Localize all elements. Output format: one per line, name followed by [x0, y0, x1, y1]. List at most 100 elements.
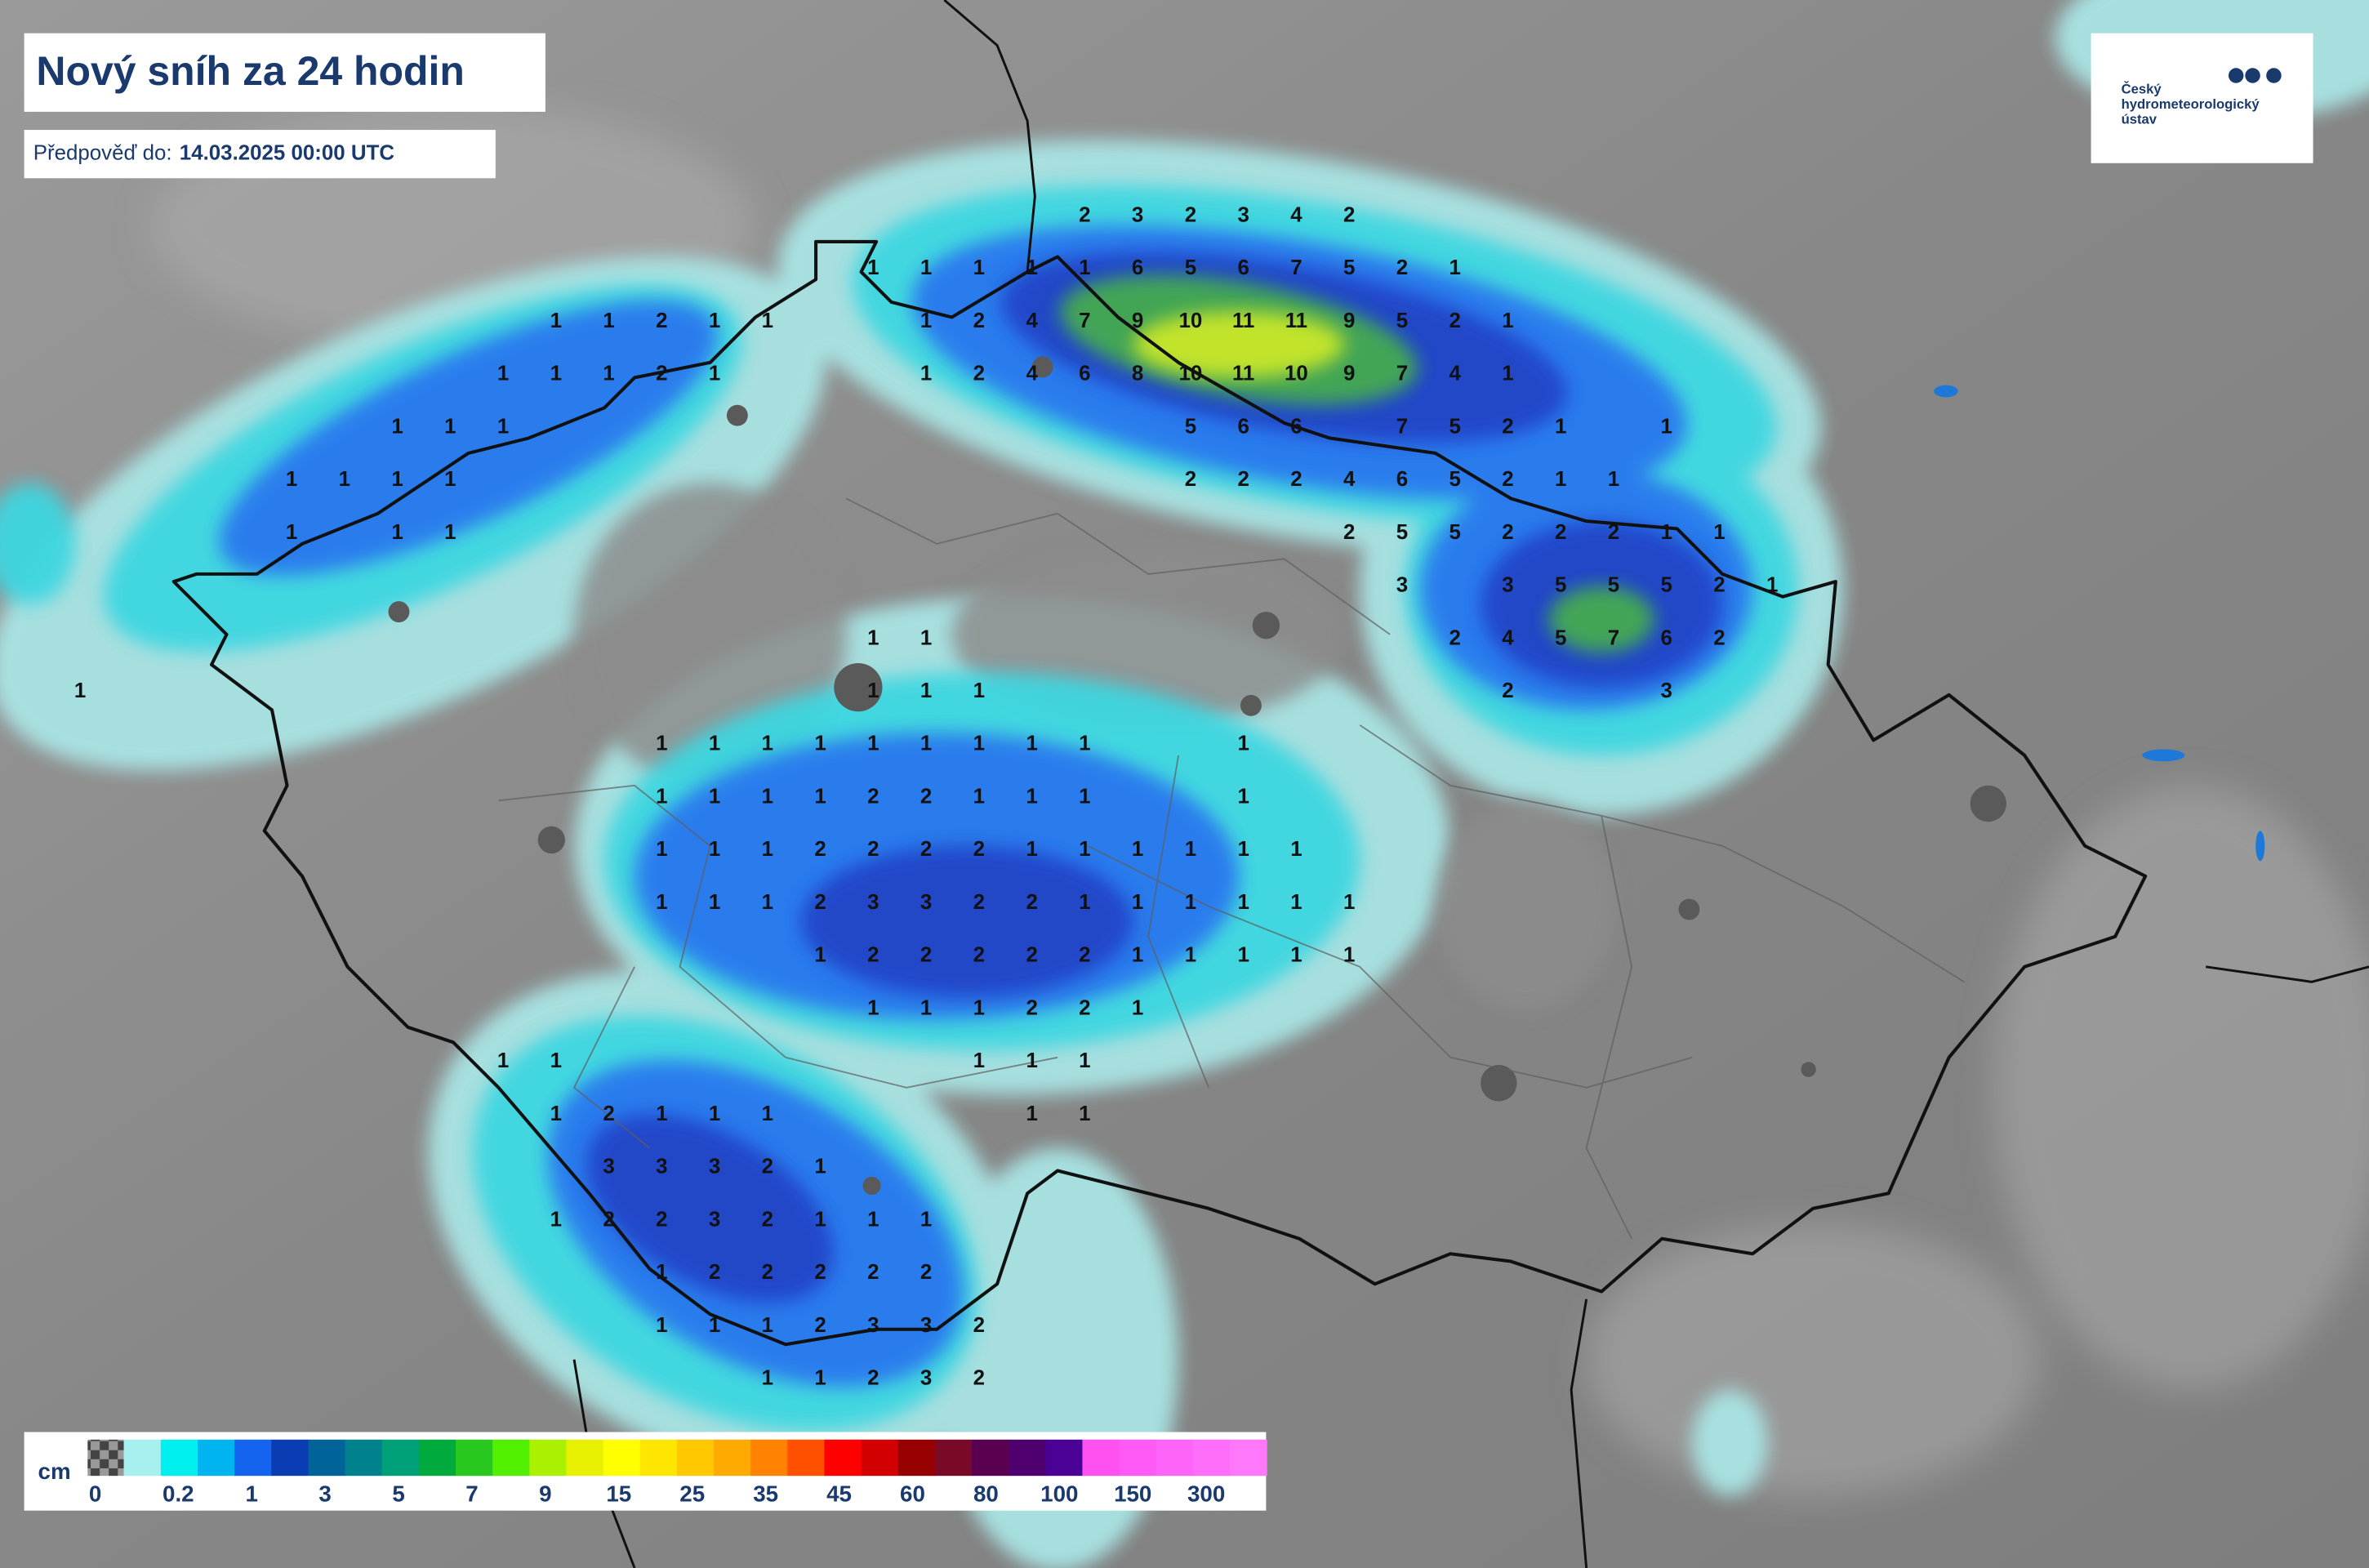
legend-label: 45: [826, 1481, 852, 1507]
country-border: [171, 239, 2148, 1347]
snow-amount: 1: [497, 415, 509, 438]
snow-amount: 1: [391, 415, 403, 438]
terrain-shading: [151, 105, 2369, 1496]
snow-amount: 1: [550, 1102, 562, 1125]
snow-amount-labels: 2 3 2 3 4 21 1 1 1 1 6 5 6 7 5 2 11 1 2 1 1 1 2 4 7 9 10 11 11 9 5 2 11 1…: [74, 203, 1779, 1389]
snow-amount: 2: [867, 785, 879, 808]
snow-amount: 2: [1449, 626, 1460, 649]
snow-amount: 4: [1026, 363, 1038, 385]
snow-amount: 2: [973, 891, 985, 914]
snow-amount: 3: [1396, 574, 1408, 597]
logo-line: Český: [2122, 82, 2162, 97]
legend-zero-swatch: [87, 1439, 124, 1477]
forecast-label: Předpověď do:: [33, 142, 172, 165]
snow-amount: 2: [1079, 996, 1090, 1019]
legend-unit: cm: [38, 1459, 71, 1484]
snow-amount: 1: [1502, 363, 1513, 385]
snow-amount: 1: [1079, 733, 1090, 755]
snow-amount: 1: [656, 1102, 667, 1125]
snow-amount: 1: [444, 468, 456, 491]
snow-amount: 3: [920, 1314, 932, 1337]
snow-amount: 1: [1660, 521, 1672, 544]
snow-amount: 1: [762, 310, 773, 332]
snow-amount: 1: [1237, 785, 1249, 808]
snow-amount: 2: [973, 1314, 985, 1337]
snow-amount: 2: [1079, 203, 1090, 226]
snow-amount: 9: [1343, 363, 1355, 385]
snow-amount: 1: [814, 733, 826, 755]
snow-amount: 2: [814, 1314, 826, 1337]
snow-amount: 2: [1502, 415, 1513, 438]
legend-label: 80: [973, 1481, 999, 1507]
snow-amount: 11: [1232, 310, 1254, 332]
snow-amount: 3: [709, 1208, 720, 1231]
snow-amount: 7: [1079, 310, 1090, 332]
legend-label: 0: [89, 1481, 101, 1507]
snow-amount: 2: [920, 785, 932, 808]
snow-amount: 2: [1343, 203, 1355, 226]
legend-swatch: [381, 1439, 420, 1477]
snow-amount: 4: [1026, 310, 1038, 332]
snow-amount: 3: [603, 1156, 614, 1178]
forecast-time: 14.03.2025 00:00 UTC: [180, 142, 394, 165]
snow-amount: 2: [1343, 521, 1355, 544]
neighbour-borders: [572, 0, 2369, 1568]
snow-max: [1133, 311, 1345, 378]
snow-amount: 2: [1026, 891, 1037, 914]
forecast-text: Předpověď do: 14.03.2025 00:00 UTC: [33, 142, 394, 165]
snow-amount: 1: [920, 1208, 932, 1231]
snow-amount: 1: [391, 468, 403, 491]
legend-swatch: [750, 1439, 788, 1477]
legend-swatch: [271, 1439, 309, 1477]
snow-amount: 1: [74, 679, 86, 702]
legend-swatch: [123, 1439, 162, 1477]
legend-swatch: [308, 1439, 346, 1477]
snow-amount: 1: [1555, 468, 1566, 491]
title: Nový sníh za 24 hodin: [36, 48, 465, 94]
snow-amount: 1: [867, 679, 879, 702]
snow-amount: 1: [920, 996, 932, 1019]
snow-amount: 5: [1449, 468, 1460, 491]
snow-amount: 1: [920, 733, 932, 755]
snow-amount: 1: [1449, 256, 1460, 279]
snow-amount: 2: [1026, 996, 1037, 1019]
snow-amount: 1: [920, 679, 932, 702]
snow-amount: 10: [1285, 363, 1308, 385]
legend-label: 0.2: [163, 1481, 194, 1507]
snow-amount: 1: [1555, 415, 1566, 438]
snow-amount: 1: [1290, 891, 1302, 914]
legend-label: 7: [465, 1481, 478, 1507]
snow-amount: 1: [1026, 838, 1037, 861]
logo-mark: [2228, 68, 2282, 83]
snow-amount: 1: [286, 468, 297, 491]
snow-amount: 1: [973, 679, 985, 702]
legend-swatch: [1119, 1439, 1157, 1477]
snow-amount: 2: [603, 1208, 614, 1231]
legend-swatch: [234, 1439, 272, 1477]
snow-amount: 5: [1185, 415, 1196, 438]
snow-amount: 1: [920, 310, 932, 332]
legend-label: 60: [900, 1481, 925, 1507]
snow-amount: 1: [867, 626, 879, 649]
legend-swatch: [676, 1439, 715, 1477]
snow-amount: 2: [1290, 468, 1302, 491]
snow-amount: 1: [709, 838, 720, 861]
snow-amount: 6: [1132, 256, 1143, 279]
snow-amount: 2: [1502, 521, 1513, 544]
snow-amount: 1: [391, 521, 403, 544]
snow-amount: 1: [550, 1049, 562, 1072]
snow-amount: 6: [1290, 415, 1302, 438]
snow-amount: 2: [973, 1367, 985, 1390]
snow-amount: 7: [1290, 256, 1302, 279]
snow-amount: 1: [814, 944, 826, 967]
snow-amount: 5: [1660, 574, 1672, 597]
snow-amount: 1: [973, 733, 985, 755]
legend-swatch: [1045, 1439, 1083, 1477]
snow-amount: 1: [1079, 785, 1090, 808]
legend-swatch: [345, 1439, 383, 1477]
snow-amount: 1: [1237, 891, 1249, 914]
legend-label: 100: [1040, 1481, 1078, 1507]
snow-amount: 2: [867, 1261, 879, 1284]
snow-amount: 1: [444, 415, 456, 438]
